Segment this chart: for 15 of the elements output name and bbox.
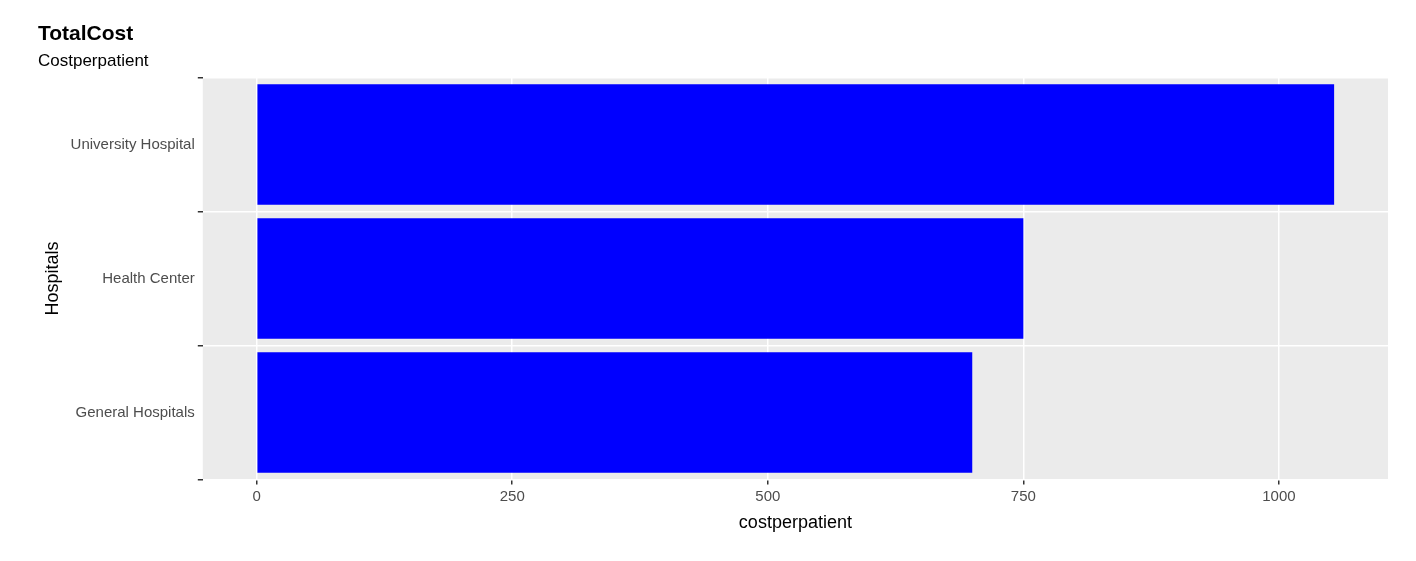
x-tick-label: 750 bbox=[1010, 486, 1036, 504]
y-tick-label: University Hospital bbox=[70, 134, 195, 152]
x-tick-label: 0 bbox=[252, 486, 261, 504]
bar bbox=[257, 352, 973, 473]
y-tick-label: General Hospitals bbox=[75, 402, 195, 420]
y-axis-title: Hospitals bbox=[41, 241, 62, 316]
x-tick-label: 500 bbox=[755, 486, 781, 504]
y-tick-label: Health Center bbox=[102, 268, 195, 286]
chart-title: TotalCost bbox=[38, 21, 134, 45]
chart-subtitle: Costperpatient bbox=[38, 51, 149, 71]
bar bbox=[257, 84, 1335, 205]
x-tick-label: 1000 bbox=[1262, 486, 1296, 504]
x-axis-title: costperpatient bbox=[738, 512, 852, 533]
bar bbox=[257, 218, 1024, 339]
x-tick-label: 250 bbox=[499, 486, 525, 504]
